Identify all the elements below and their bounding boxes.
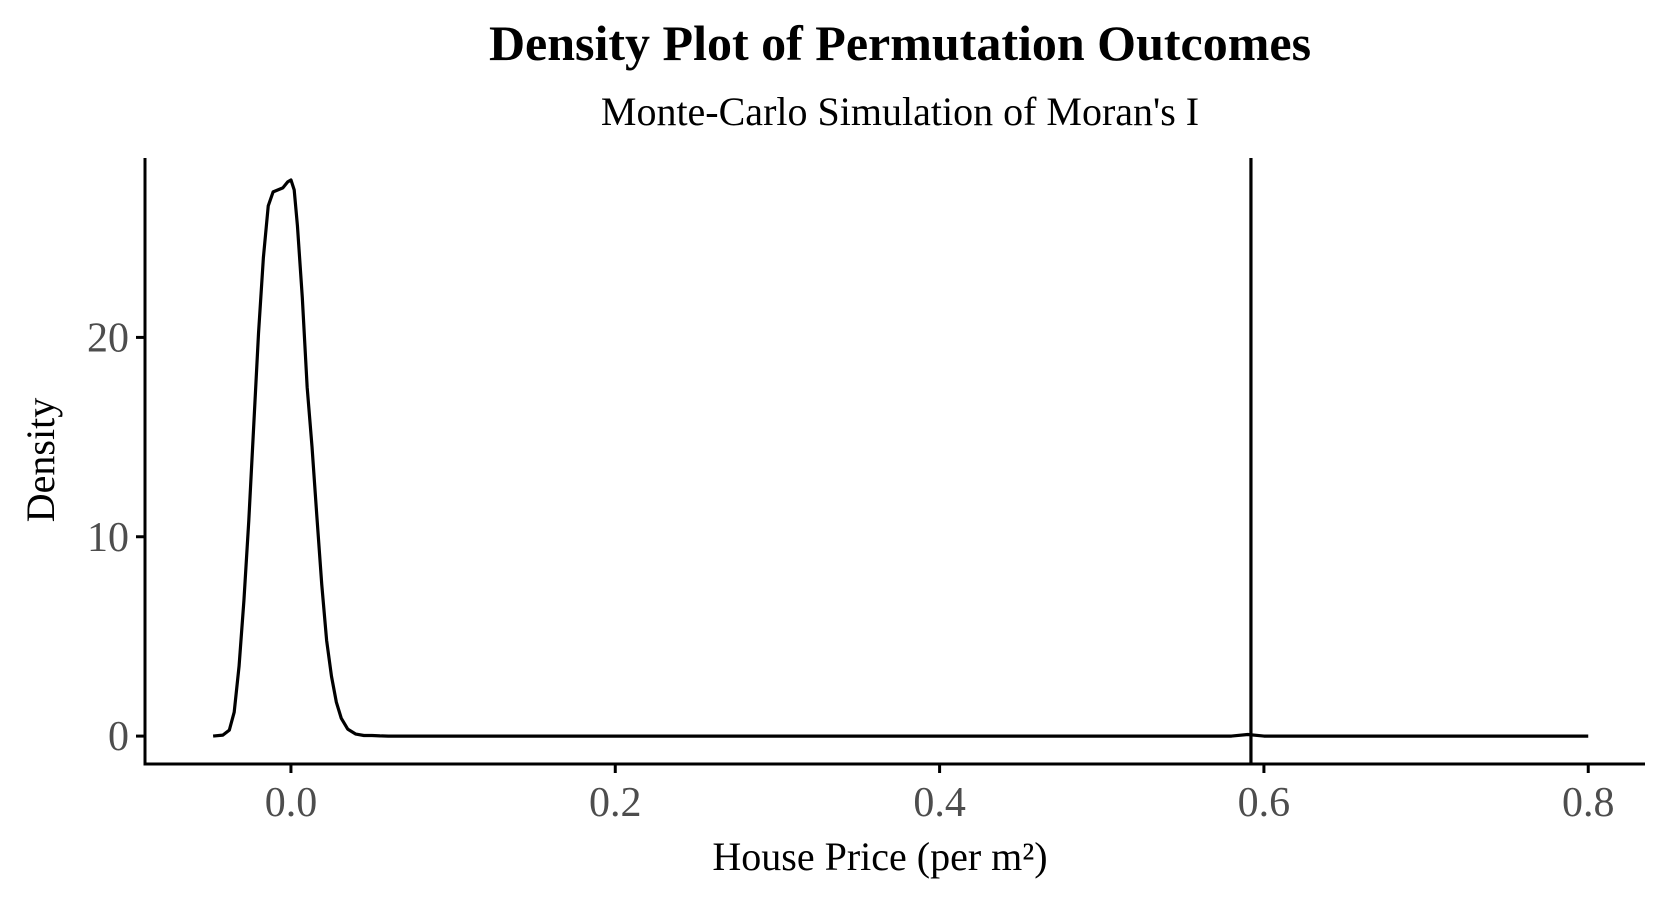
y-tick-label: 0	[108, 714, 129, 760]
x-tick-label: 0.8	[1562, 780, 1615, 826]
chart-title: Density Plot of Permutation Outcomes	[489, 15, 1311, 71]
y-axis-label: Density	[18, 398, 63, 522]
y-tick-label: 10	[87, 515, 129, 561]
x-tick-label: 0.2	[589, 780, 642, 826]
density-curve-0	[212, 178, 1589, 738]
chart-subtitle: Monte-Carlo Simulation of Moran's I	[601, 89, 1199, 134]
x-tick-label: 0.4	[913, 780, 966, 826]
x-tick-label: 0.6	[1238, 780, 1291, 826]
x-tick-label: 0.0	[265, 780, 318, 826]
plot-area: 0.0 0.2 0.4 0.6 0.8 0 10 20	[87, 158, 1645, 826]
x-axis-label: House Price (per m²)	[712, 834, 1047, 879]
y-tick-label: 20	[87, 315, 129, 361]
